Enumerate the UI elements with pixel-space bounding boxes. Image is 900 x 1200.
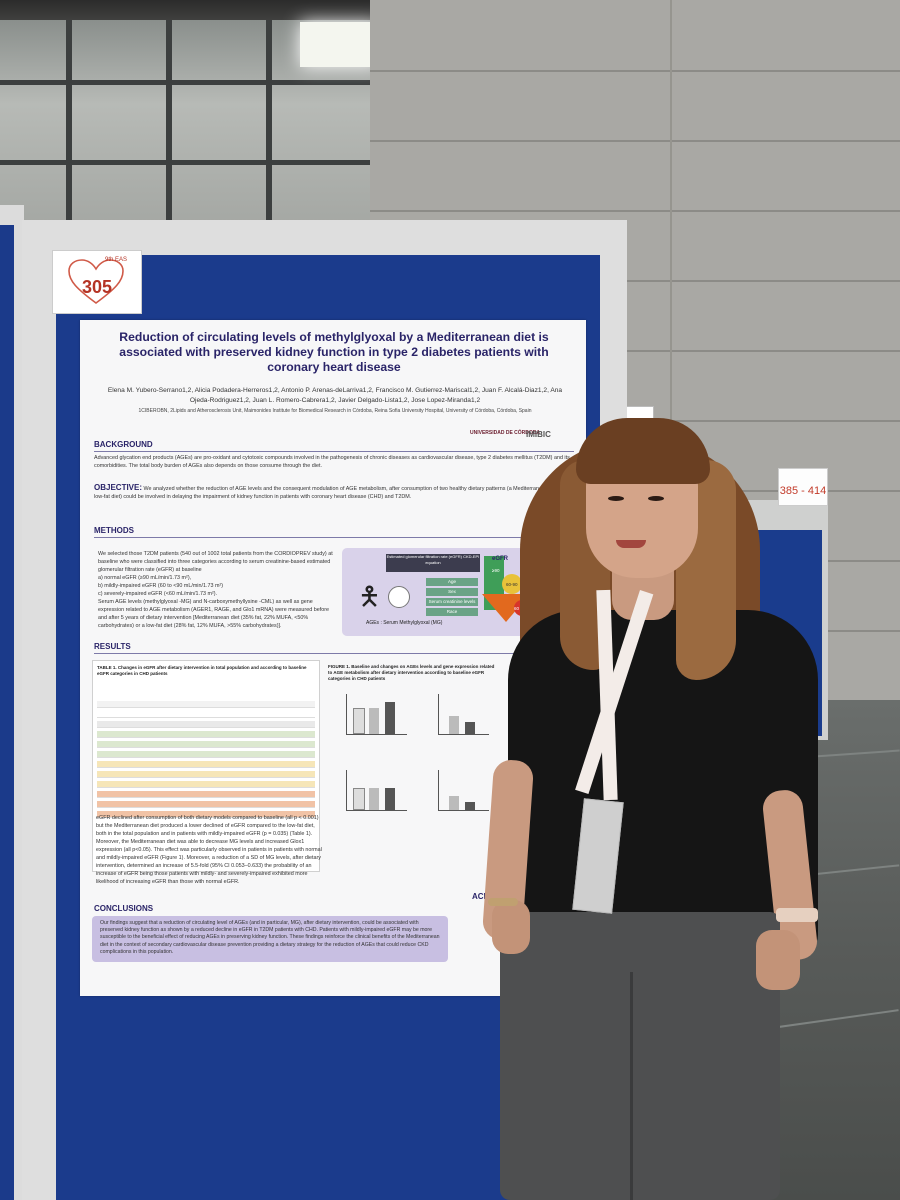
kidney-icon (388, 586, 410, 608)
person-icon: 🯅 (358, 581, 381, 611)
bracelet (488, 898, 518, 906)
conclusions-heading: CONCLUSIONS (94, 904, 154, 913)
heart-icon (68, 259, 124, 304)
poster-affiliation: 1CIBEROBN, 2Lipids and Atherosclerosis U… (138, 408, 532, 414)
acknowledgements-heading: ACKN (472, 892, 496, 901)
person-left-hand (492, 900, 530, 954)
person-eye-right (648, 496, 664, 501)
board-range-sign: 385 - 414 (778, 468, 828, 506)
objective-text: We analyzed whether the reduction of AGE… (94, 486, 569, 500)
person-hair-top (576, 418, 710, 484)
scientific-poster: Reduction of circulating levels of methy… (80, 320, 586, 996)
background-text: Advanced glycation end products (AGEs) a… (94, 455, 570, 469)
egfr-arrow-icon (482, 556, 530, 622)
results-figure: FIGURE 1. Baseline and changes on AGEs l… (328, 660, 498, 870)
poster-title: Reduction of circulating levels of methy… (119, 330, 549, 374)
person-right-hand (756, 930, 800, 990)
watch (776, 908, 818, 922)
conclusions-text: Our findings suggest that a reduction of… (100, 920, 440, 955)
conclusions-box: Our findings suggest that a reduction of… (92, 916, 448, 962)
institution-logos: UNIVERSIDAD DE CÓRDOBA IMIBIC (470, 428, 560, 452)
objective: OBJECTIVE: We analyzed whether the reduc… (94, 484, 574, 501)
person-eye-left (608, 496, 624, 501)
person-torso (508, 610, 818, 955)
board-number: 305 (81, 277, 113, 297)
uco-logo: UNIVERSIDAD DE CÓRDOBA (470, 430, 541, 436)
results-text: eGFR declined after consumption of both … (96, 815, 322, 885)
objective-heading: OBJECTIVE: (94, 483, 143, 492)
person-mouth (616, 540, 646, 548)
methods-heading: METHODS (94, 526, 134, 535)
person-trousers (500, 912, 780, 1200)
board-number-sign: 9th EAS 305 (52, 250, 142, 314)
imibic-logo: IMIBIC (526, 430, 551, 439)
background-heading: BACKGROUND (94, 440, 153, 449)
ceiling-light (300, 22, 380, 67)
methods-text: We selected those T2DM patients (540 out… (98, 551, 333, 629)
left-poster-board (0, 205, 24, 1200)
poster-authors: Elena M. Yubero-Serrano1,2, Alicia Podad… (107, 387, 563, 404)
results-table: TABLE 1. Changes in eGFR after dietary i… (92, 660, 320, 872)
results-heading: RESULTS (94, 642, 131, 651)
